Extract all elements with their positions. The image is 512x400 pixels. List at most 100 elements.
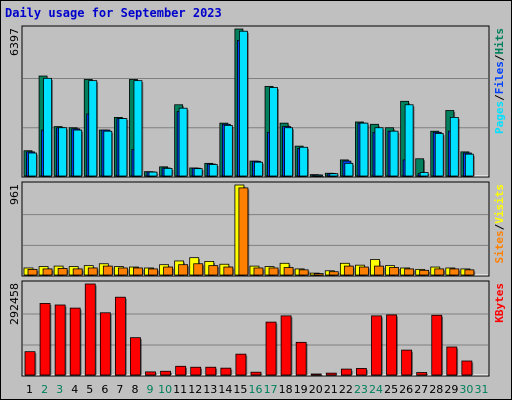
bar-kbytes-fill [84,283,96,376]
day-label-9: 9 [147,383,154,396]
bar-kbytes-fill [431,314,443,376]
bar-sites-day-12 [193,263,205,276]
bar-pages-fill [73,129,83,177]
bar-sites-fill [283,267,294,276]
bar-sites-fill [464,269,475,276]
bar-sites-fill [419,269,430,276]
day-label-3: 3 [56,383,63,396]
panel-kbytes-max-label: 292458 [8,283,21,325]
day-label-29: 29 [444,383,458,396]
bar-pages-fill [359,122,369,177]
bar-sites-day-16 [253,267,265,276]
bar-kbytes-day-23 [356,368,368,376]
bar-sites-day-17 [268,267,280,276]
bar-pages-day-8 [133,80,144,177]
bar-pages-day-29 [449,117,460,177]
bar-pages-fill [329,173,339,177]
bar-sites-fill [27,268,38,276]
bar-pages-day-17 [269,87,279,177]
bar-sites-fill [87,267,98,276]
panel-hits-legend: Pages/Files/Hits [493,28,506,134]
bar-pages-fill [404,104,414,177]
bar-sites-day-28 [434,268,446,276]
bar-kbytes-day-25 [386,314,398,376]
bar-kbytes-day-17 [265,321,278,376]
bar-pages-fill [434,133,444,177]
bar-sites-day-30 [464,269,476,276]
bar-kbytes-fill [280,315,292,376]
bar-sites-fill [208,265,219,276]
bar-pages-fill [344,162,354,177]
day-label-2: 2 [41,383,48,396]
bar-sites-fill [117,267,128,276]
bar-kbytes-fill [160,370,171,376]
bar-pages-day-30 [464,153,475,177]
bar-pages-fill [43,77,52,177]
day-label-8: 8 [131,383,138,396]
bar-kbytes-day-16 [250,371,263,376]
bar-pages-fill [88,80,98,177]
bar-pages-fill [284,127,293,177]
bar-kbytes-fill [145,371,156,376]
bar-sites-day-14 [223,266,235,276]
bar-pages-day-25 [389,130,400,177]
bar-pages-day-10 [163,168,174,177]
bar-sites-fill [374,265,384,276]
bar-sites-fill [223,266,234,276]
bar-sites-day-7 [117,267,129,276]
day-label-26: 26 [399,383,413,396]
bar-pages-fill [269,87,278,177]
bar-kbytes-day-18 [280,315,293,376]
bar-pages-day-22 [344,162,355,177]
legend-separator: / [493,223,506,230]
bar-kbytes-day-19 [295,341,308,376]
bar-pages-fill [28,152,37,177]
bar-kbytes-day-11 [175,365,187,376]
bar-sites-day-11 [178,264,189,276]
day-label-19: 19 [294,383,308,396]
bar-kbytes-day-5 [84,283,97,376]
bar-kbytes-fill [386,314,397,376]
bar-sites-fill [133,267,143,276]
bar-sites-day-20 [313,273,325,276]
bar-pages-day-21 [329,173,340,177]
bar-kbytes-day-7 [114,296,127,376]
bar-pages-fill [118,118,128,177]
bar-kbytes-day-6 [99,312,112,376]
day-label-20: 20 [309,383,323,396]
bar-sites-day-10 [163,266,174,276]
bar-sites-fill [42,268,53,276]
legend-pages: Pages [493,101,506,134]
bar-kbytes-fill [461,360,473,376]
bar-kbytes-fill [416,372,428,376]
bar-pages-day-9 [148,171,159,177]
bar-pages-day-3 [58,127,68,177]
bar-sites-day-3 [57,268,69,276]
day-label-24: 24 [369,383,383,396]
bar-sites-day-21 [328,271,340,276]
bar-sites-fill [238,187,249,276]
bar-pages-fill [239,30,248,177]
legend-kbytes: KBytes [493,283,506,323]
bar-pages-day-1 [28,152,38,177]
bar-kbytes-day-27 [416,372,428,376]
bar-kbytes-day-13 [205,366,218,376]
bar-kbytes-day-24 [371,315,383,376]
bar-sites-fill [72,268,83,276]
bar-kbytes-fill [295,341,307,376]
day-label-18: 18 [279,383,293,396]
bar-pages-fill [178,107,188,177]
day-label-21: 21 [324,383,338,396]
bar-kbytes-day-8 [130,337,142,376]
bar-pages-fill [464,153,474,177]
panel-hits-max-label: 6397 [8,28,21,56]
bar-kbytes-day-14 [220,367,233,376]
bar-kbytes-day-2 [39,303,52,376]
bar-sites-fill [298,269,309,276]
bar-kbytes-fill [114,296,126,376]
bar-kbytes-day-28 [431,314,444,376]
bar-pages-day-11 [178,107,189,177]
bar-kbytes-fill [69,307,81,376]
bar-pages-day-23 [359,122,370,177]
day-label-6: 6 [101,383,108,396]
